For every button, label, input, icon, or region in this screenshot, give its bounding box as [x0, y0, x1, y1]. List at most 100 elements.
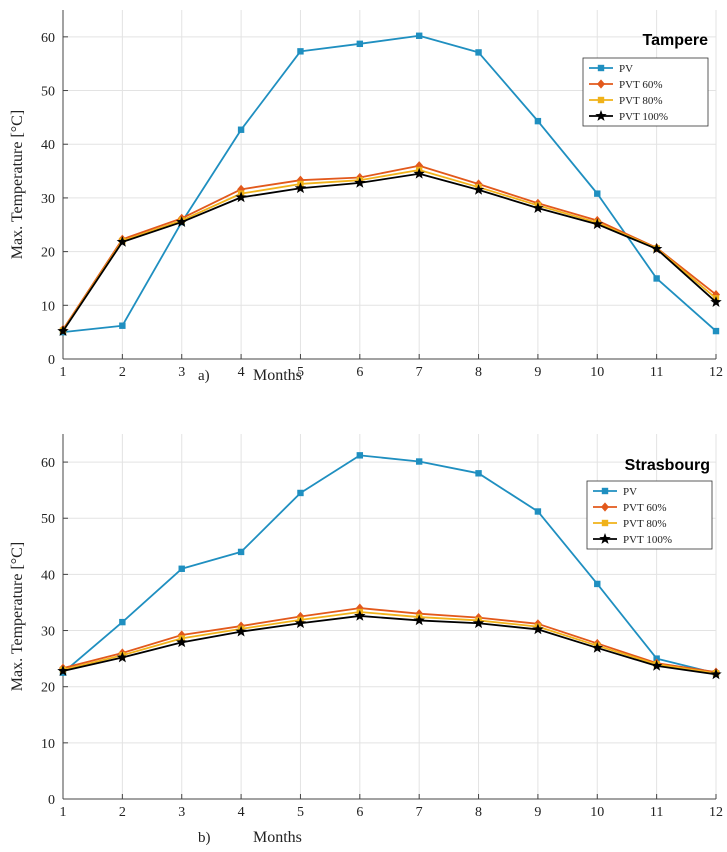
- x-tick-label: 5: [297, 805, 304, 820]
- series-line-4: [62, 172, 717, 332]
- data-point: [591, 641, 603, 653]
- legend-swatch-marker: [599, 533, 611, 544]
- x-tick-label: 6: [356, 365, 363, 380]
- data-point: [116, 651, 129, 663]
- data-point: [534, 117, 542, 125]
- data-point: [297, 48, 304, 55]
- data-point: [413, 167, 425, 179]
- x-tick-label: 6: [356, 805, 363, 820]
- y-axis-label: Max. Temperature [°C]: [9, 110, 26, 259]
- y-tick-label: 0: [48, 793, 55, 808]
- legend-swatch-marker: [601, 502, 609, 512]
- x-tick-label: 7: [416, 365, 423, 380]
- data-point: [472, 617, 485, 629]
- y-tick-label: 50: [41, 512, 55, 527]
- panel-letter: b): [198, 830, 211, 846]
- data-point: [653, 275, 660, 282]
- data-point: [355, 603, 364, 613]
- data-point: [532, 623, 544, 635]
- legend-swatch-marker: [595, 110, 607, 121]
- series-line-1: [62, 34, 717, 334]
- x-tick-label: 10: [590, 805, 604, 820]
- data-point: [235, 625, 247, 637]
- x-tick-label: 8: [475, 365, 482, 380]
- x-tick-label: 11: [650, 805, 663, 820]
- legend-swatch-marker: [597, 64, 605, 72]
- x-tick-label: 5: [297, 365, 304, 380]
- x-axis-label: Months: [253, 829, 302, 846]
- y-tick-label: 50: [41, 85, 55, 100]
- x-tick-label: 3: [178, 365, 185, 380]
- legend-label: PVT 80%: [619, 95, 663, 107]
- x-tick-label: 2: [119, 805, 126, 820]
- data-point: [591, 218, 603, 230]
- x-tick-label: 4: [238, 365, 245, 380]
- x-tick-label: 4: [238, 805, 245, 820]
- y-tick-label: 20: [41, 681, 55, 696]
- x-tick-label: 9: [534, 365, 541, 380]
- x-tick-label: 12: [709, 365, 723, 380]
- data-point: [710, 296, 722, 307]
- data-point: [176, 636, 188, 648]
- data-point: [119, 322, 126, 329]
- data-point: [294, 182, 307, 194]
- legend: PV PVT 60% PVT 80% PVT 100%: [582, 57, 709, 127]
- legend-label: PVT 100%: [619, 111, 668, 123]
- data-point: [177, 630, 186, 640]
- data-point: [116, 235, 129, 247]
- legend-label: PVT 80%: [623, 518, 667, 530]
- data-point: [297, 489, 304, 497]
- legend-label: PVT 60%: [619, 79, 663, 91]
- x-tick-label: 3: [178, 805, 185, 820]
- series-line-1: [62, 454, 717, 675]
- x-tick-label: 10: [590, 365, 604, 380]
- data-point: [650, 659, 663, 671]
- data-point: [176, 216, 188, 227]
- y-tick-label: 0: [48, 353, 55, 368]
- x-tick-label: 8: [475, 805, 482, 820]
- data-point: [294, 617, 307, 629]
- data-point: [710, 668, 722, 680]
- data-point: [532, 202, 544, 213]
- legend-swatch-marker: [601, 487, 609, 495]
- x-tick-label: 1: [60, 365, 67, 380]
- y-axis-label: Max. Temperature [°C]: [9, 542, 26, 691]
- legend-label: PV: [619, 63, 633, 75]
- data-point: [57, 325, 69, 336]
- x-tick-label: 7: [416, 805, 423, 820]
- data-point: [356, 452, 364, 459]
- data-point: [415, 32, 423, 39]
- data-point: [237, 548, 245, 556]
- data-point: [354, 609, 366, 621]
- data-point: [237, 126, 245, 133]
- y-tick-label: 20: [41, 246, 55, 261]
- data-point: [475, 470, 482, 477]
- chart-title: Tampere: [642, 32, 708, 49]
- legend-swatch-marker: [597, 79, 605, 89]
- series-line-3: [62, 611, 717, 675]
- series-line-2: [62, 607, 717, 673]
- data-point: [119, 618, 126, 626]
- data-point: [594, 580, 601, 588]
- x-tick-label: 1: [60, 805, 67, 820]
- y-tick-label: 60: [41, 31, 55, 46]
- legend-swatch-marker: [597, 96, 605, 104]
- panel-letter: a): [198, 368, 210, 384]
- legend-label: PVT 60%: [623, 502, 667, 514]
- series-line-4: [62, 615, 717, 676]
- y-tick-label: 10: [41, 299, 55, 314]
- data-point: [354, 176, 366, 188]
- chart-title: Strasbourg: [625, 457, 710, 474]
- y-tick-label: 60: [41, 456, 55, 471]
- data-point: [475, 49, 482, 56]
- x-tick-label: 2: [119, 365, 126, 380]
- y-tick-label: 30: [41, 625, 55, 640]
- data-point: [57, 664, 69, 676]
- data-point: [356, 40, 364, 48]
- x-tick-label: 11: [650, 365, 663, 380]
- series-line-2: [62, 164, 717, 330]
- legend: PV PVT 60% PVT 80% PVT 100%: [586, 480, 713, 550]
- data-point: [712, 327, 720, 335]
